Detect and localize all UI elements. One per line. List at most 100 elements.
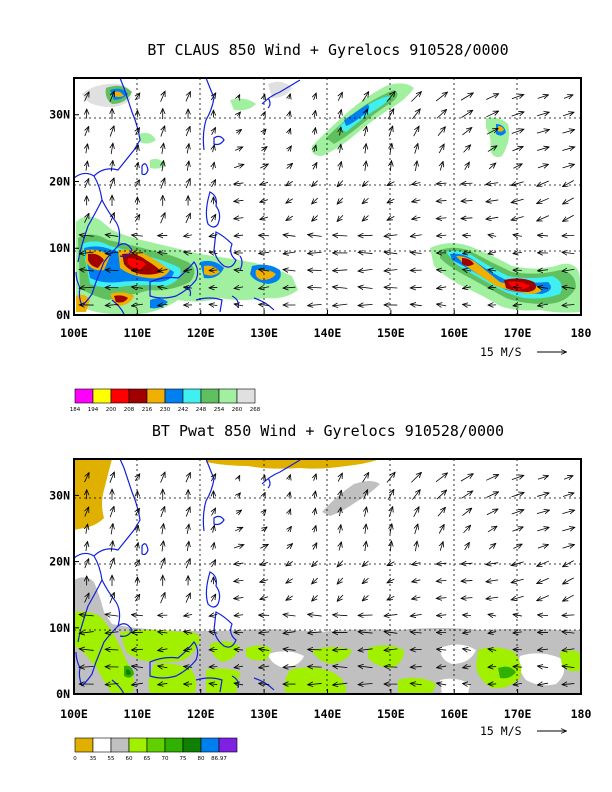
- pwat-x-tick-label: 140E: [314, 707, 342, 721]
- pwat-colorbar-swatch: [92, 737, 112, 753]
- claus-colorbar-swatch: [200, 388, 220, 404]
- pwat-wind-arrow-icon: [86, 525, 88, 534]
- pwat-wind-arrow-icon: [262, 527, 267, 531]
- pwat-wind-arrow-icon: [110, 558, 114, 569]
- claus-wind-arrow-icon: [537, 215, 549, 221]
- claus-wind-arrow-icon: [437, 127, 445, 136]
- claus-colorbar-label: 260: [232, 407, 243, 413]
- pwat-wind-arrow-icon: [437, 666, 447, 668]
- pwat-wind-arrow-icon: [486, 475, 498, 481]
- pwat-wind-arrow-icon: [513, 632, 522, 633]
- claus-wind-arrow-icon: [387, 182, 395, 186]
- pwat-wind-arrow-icon: [359, 666, 373, 668]
- claus-wind-arrow-icon: [135, 180, 139, 187]
- pwat-wind-arrow-icon: [259, 683, 270, 684]
- claus-wind-arrow-icon: [109, 92, 114, 103]
- claus-wind-arrow-icon: [158, 304, 168, 305]
- pwat-wind-arrow-icon: [438, 525, 444, 534]
- pwat-wind-arrow-icon: [511, 510, 524, 515]
- claus-wind-arrow-icon: [538, 304, 549, 306]
- claus-wind-arrow-icon: [234, 218, 244, 219]
- claus-wind-arrow-icon: [435, 92, 447, 102]
- claus-y-tick-label: 0N: [56, 308, 70, 322]
- pwat-colorbar-label: 55: [108, 756, 115, 762]
- claus-wind-arrow-icon: [438, 144, 444, 154]
- claus-wind-arrow-icon: [437, 218, 447, 219]
- claus-wind-arrow-icon: [289, 112, 290, 117]
- pwat-wind-arrow-icon: [384, 649, 398, 650]
- claus-wind-arrow-icon: [308, 235, 322, 237]
- pwat-wind-arrow-icon: [162, 524, 164, 535]
- pwat-wind-arrow-icon: [211, 474, 215, 482]
- pwat-wind-arrow-icon: [512, 596, 524, 599]
- pwat-x-tick-label: 180: [571, 707, 592, 721]
- claus-x-tick-label: 180: [571, 326, 592, 340]
- pwat-wind-arrow-icon: [283, 632, 296, 634]
- claus-wind-arrow-icon: [488, 163, 495, 170]
- pwat-y-tick-label: 10N: [49, 621, 70, 635]
- pwat-wind-arrow-icon: [260, 562, 269, 564]
- pwat-wind-arrow-icon: [212, 509, 216, 516]
- pwat-wind-arrow-icon: [333, 615, 348, 616]
- pwat-wind-arrow-icon: [513, 544, 521, 548]
- claus-wind-arrow-icon: [184, 287, 193, 288]
- claus-wind-arrow-icon: [314, 128, 315, 135]
- pwat-wind-arrow-icon: [437, 563, 447, 564]
- claus-wind-arrow-icon: [161, 178, 165, 189]
- claus-wind-arrow-icon: [359, 252, 373, 253]
- claus-colorbar-label: 194: [88, 407, 99, 413]
- claus-wind-arrow-icon: [339, 110, 341, 119]
- pwat-wind-arrow-icon: [365, 507, 367, 517]
- claus-convection-north: [82, 81, 292, 169]
- claus-colorbar-label: 208: [124, 407, 135, 413]
- claus-wind-arrow-icon: [233, 164, 243, 167]
- pwat-wind-arrow-icon: [537, 476, 548, 479]
- claus-wind-arrow-icon: [562, 235, 575, 236]
- claus-x-tick-label: 100E: [60, 326, 88, 340]
- pwat-wind-arrow-icon: [308, 632, 322, 633]
- pwat-wind-arrow-icon: [185, 593, 190, 603]
- claus-wind-arrow-icon: [465, 163, 469, 170]
- claus-wind-arrow-icon: [562, 252, 575, 253]
- pwat-wind-arrow-icon: [486, 563, 499, 565]
- claus-wind-arrow-icon: [384, 252, 398, 254]
- claus-wind-arrow-icon: [234, 200, 244, 201]
- pwat-wind-arrow-icon: [111, 541, 113, 552]
- pwat-wind-arrow-icon: [563, 560, 574, 567]
- claus-wind-arrow-icon: [263, 112, 265, 116]
- claus-wind-arrow-icon: [488, 235, 497, 237]
- pwat-wind-arrow-icon: [411, 614, 422, 616]
- claus-wind-arrow-icon: [359, 304, 373, 305]
- pwat-wind-arrow-icon: [562, 615, 575, 616]
- pwat-wind-arrow-icon: [384, 614, 398, 616]
- pwat-wind-arrow-icon: [563, 577, 574, 584]
- pwat-wind-arrow-icon: [314, 509, 315, 516]
- claus-wind-arrow-icon: [259, 252, 270, 253]
- claus-wind-arrow-icon: [411, 252, 422, 253]
- pwat-wind-arrow-icon: [210, 632, 218, 633]
- claus-wind-arrow-icon: [238, 95, 239, 98]
- claus-wind-arrow-icon: [363, 197, 369, 203]
- claus-wind-arrow-icon: [84, 92, 89, 102]
- pwat-wind-arrow-icon: [110, 507, 114, 518]
- claus-colorbar-label: 248: [196, 407, 207, 413]
- pwat-colorbar-swatch: [200, 737, 220, 753]
- claus-wind-arrow-icon: [210, 270, 218, 271]
- pwat-wind-arrow-icon: [259, 666, 270, 668]
- claus-wind-arrow-icon: [132, 287, 143, 288]
- claus-wind-arrow-icon: [364, 109, 368, 119]
- claus-wind-arrow-icon: [262, 147, 267, 151]
- pwat-wind-arrow-icon: [289, 492, 290, 497]
- claus-wind-arrow-icon: [513, 252, 522, 253]
- pwat-wind-arrow-icon: [486, 509, 498, 516]
- pwat-wind-arrow-icon: [463, 526, 471, 534]
- claus-wind-arrow-icon: [513, 287, 522, 288]
- claus-wind-arrow-icon: [461, 218, 473, 219]
- pwat-wind-arrow-icon: [337, 594, 344, 601]
- claus-wind-arrow-icon: [337, 197, 344, 204]
- pwat-wind-arrow-icon: [161, 507, 165, 518]
- pwat-wind-arrow-icon: [537, 560, 549, 566]
- pwat-wind-arrow-icon: [461, 598, 473, 599]
- claus-wind-arrow-icon: [283, 235, 296, 236]
- claus-wind-arrow-icon: [162, 144, 164, 154]
